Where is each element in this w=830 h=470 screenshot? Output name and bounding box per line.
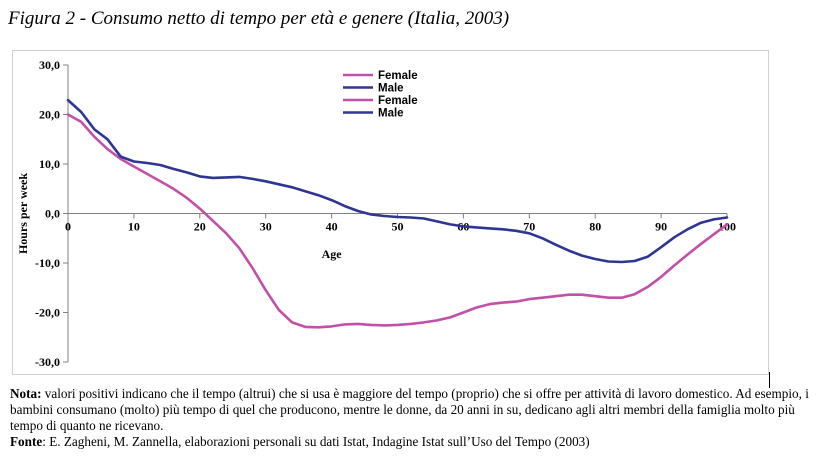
note-text: valori positivi indicano che il tempo (a… — [10, 386, 809, 433]
y-tick-label: 30,0 — [39, 58, 60, 72]
x-tick-label: 50 — [392, 220, 404, 234]
y-tick-label: 20,0 — [39, 108, 60, 122]
legend-label: Female — [378, 95, 418, 107]
x-tick-label: 40 — [326, 220, 338, 234]
legend-label: Female — [378, 70, 418, 82]
y-tick-label: 10,0 — [39, 157, 60, 171]
source-label: Fonte — [10, 434, 43, 449]
y-tick-label: -10,0 — [35, 256, 60, 270]
note-label: Nota: — [10, 386, 42, 401]
chart-notes: Nota: valori positivi indicano che il te… — [10, 386, 820, 450]
line-chart: 30,0 20,0 10,0 0,0 -10,0 -20,0 -30,0 0 10 20 30 40 5… — [16, 58, 736, 369]
x-axis-title: Age — [322, 247, 343, 261]
y-tick-label: -30,0 — [35, 355, 60, 369]
x-tick-label: 20 — [194, 220, 206, 234]
x-tick-label: 80 — [589, 220, 601, 234]
chart-area: 30,0 20,0 10,0 0,0 -10,0 -20,0 -30,0 0 10 20 30 40 5… — [12, 50, 769, 375]
text-cursor — [769, 372, 770, 388]
series-line-female — [66, 113, 729, 329]
y-axis-title: Hours per week — [16, 173, 30, 254]
x-tick-label: 0 — [65, 220, 71, 234]
x-tick-label: 90 — [655, 220, 667, 234]
x-tick-label: 70 — [523, 220, 535, 234]
figure-title: Figura 2 - Consumo netto di tempo per et… — [8, 8, 510, 29]
legend-label: Male — [378, 83, 404, 95]
x-tick-label: 10 — [128, 220, 140, 234]
source-text: : E. Zagheni, M. Zannella, elaborazioni … — [42, 434, 590, 449]
legend-label: Male — [378, 108, 404, 120]
y-tick-label: -20,0 — [35, 306, 60, 320]
source-paragraph: Fonte: E. Zagheni, M. Zannella, elaboraz… — [10, 434, 820, 450]
series-line-male — [66, 98, 729, 264]
y-tick-label: 0,0 — [45, 207, 60, 221]
x-tick-label: 30 — [260, 220, 272, 234]
x-tick-label: 100 — [718, 220, 736, 234]
note-paragraph: Nota: valori positivi indicano che il te… — [10, 386, 820, 434]
